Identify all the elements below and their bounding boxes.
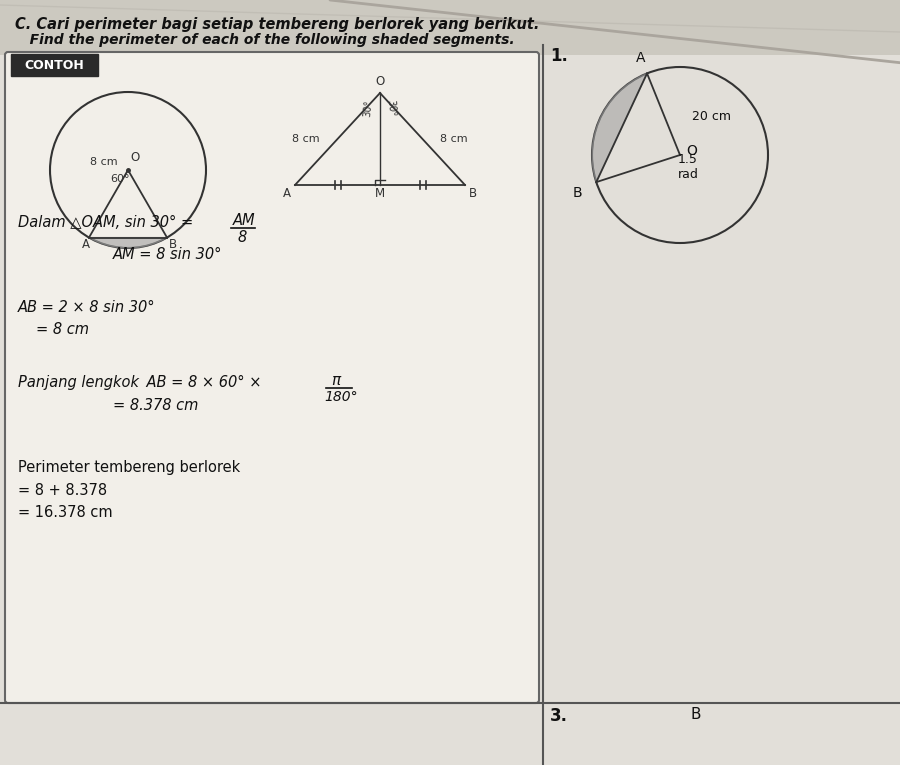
FancyBboxPatch shape: [0, 0, 900, 55]
Text: Find the perimeter of each of the following shaded segments.: Find the perimeter of each of the follow…: [15, 33, 515, 47]
Text: A: A: [283, 187, 291, 200]
Text: B: B: [690, 707, 700, 722]
Text: 8: 8: [238, 230, 248, 245]
Text: = 8.378 cm: = 8.378 cm: [113, 398, 198, 413]
Text: 8 cm: 8 cm: [90, 157, 118, 167]
Text: Dalam △OAM, sin 30° =: Dalam △OAM, sin 30° =: [18, 215, 194, 230]
Text: 1.: 1.: [550, 47, 568, 65]
FancyBboxPatch shape: [0, 45, 900, 765]
Text: 3.: 3.: [550, 707, 568, 725]
Polygon shape: [89, 238, 167, 248]
Text: 8 cm: 8 cm: [292, 134, 320, 144]
FancyBboxPatch shape: [5, 52, 539, 703]
Text: 180°: 180°: [324, 390, 357, 404]
Text: = 8 cm: = 8 cm: [36, 322, 89, 337]
Text: B: B: [572, 186, 582, 200]
Text: CONTOH: CONTOH: [24, 58, 84, 71]
Text: = 8 + 8.378: = 8 + 8.378: [18, 483, 107, 498]
Text: M: M: [375, 187, 385, 200]
Text: π: π: [331, 373, 340, 388]
Text: 8 cm: 8 cm: [440, 134, 468, 144]
Text: A: A: [636, 51, 646, 66]
Text: AM: AM: [233, 213, 256, 228]
Text: O: O: [686, 144, 697, 158]
FancyBboxPatch shape: [11, 54, 98, 76]
Text: 20 cm: 20 cm: [692, 110, 731, 123]
Text: rad: rad: [678, 168, 699, 181]
Text: O: O: [130, 151, 140, 164]
Text: AB = 2 × 8 sin 30°: AB = 2 × 8 sin 30°: [18, 300, 156, 315]
Text: 30°: 30°: [385, 99, 396, 117]
Text: Perimeter tembereng berlorek: Perimeter tembereng berlorek: [18, 460, 240, 475]
Text: = 16.378 cm: = 16.378 cm: [18, 505, 112, 520]
Text: 1.5: 1.5: [678, 153, 698, 166]
Text: 60°: 60°: [110, 174, 130, 184]
Polygon shape: [592, 73, 647, 182]
Text: AM = 8 sin 30°: AM = 8 sin 30°: [113, 247, 222, 262]
Text: Panjang lengkok  AB = 8 × 60° ×: Panjang lengkok AB = 8 × 60° ×: [18, 375, 262, 390]
Text: O: O: [375, 75, 384, 88]
Text: C. Cari perimeter bagi setiap tembereng berlorek yang berikut.: C. Cari perimeter bagi setiap tembereng …: [15, 17, 539, 32]
Text: B: B: [169, 238, 177, 251]
Text: B: B: [469, 187, 477, 200]
Text: A: A: [82, 238, 90, 251]
FancyBboxPatch shape: [0, 5, 900, 765]
Text: 30°: 30°: [362, 99, 374, 117]
